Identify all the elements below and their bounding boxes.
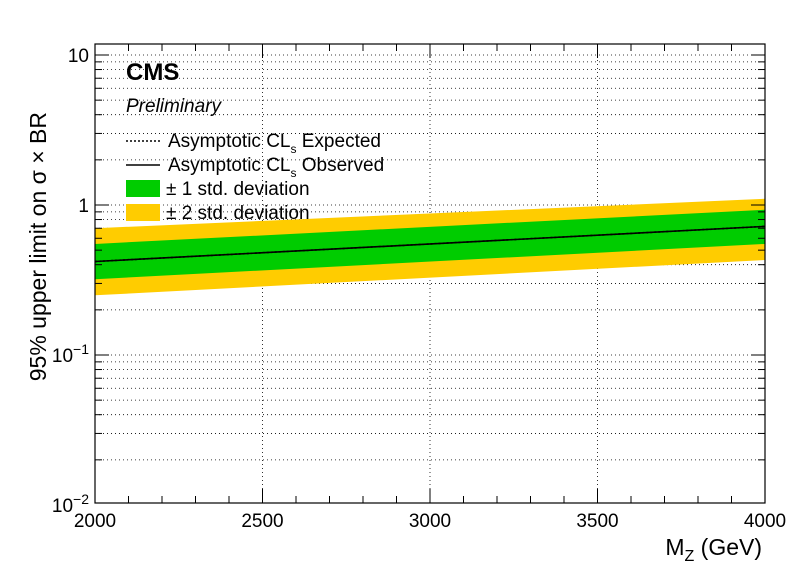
legend-two-sigma-swatch <box>126 204 160 221</box>
grid-lines <box>95 44 765 503</box>
legend-expected-label: Asymptotic CLs Expected <box>168 131 381 156</box>
y-tick-label: 10−2 <box>52 491 89 517</box>
legend-one-sigma-swatch <box>126 180 160 197</box>
plot-frame <box>94 43 766 504</box>
x-tick-label: 3500 <box>576 511 618 532</box>
observed-line <box>94 225 766 263</box>
x-tick-label: 2000 <box>74 511 116 532</box>
x-tick-label: 2500 <box>241 511 283 532</box>
x-tick-label: 3000 <box>409 511 451 532</box>
y-tick-label: 1 <box>78 196 89 217</box>
tick-labels: 2000 2500 3000 3500 4000 10−2 10−1 1 10 <box>52 46 786 532</box>
limit-lines <box>94 225 766 263</box>
y-tick-label: 10 <box>68 46 89 67</box>
y-tick-label: 10−1 <box>52 341 89 367</box>
legend-two-sigma-label: ± 2 std. deviation <box>166 203 310 224</box>
legend-observed-label: Asymptotic CLs Observed <box>168 155 384 180</box>
status-label: Preliminary <box>126 96 223 117</box>
x-axis-title: MZ (GeV) <box>665 534 762 565</box>
legend-one-sigma-label: ± 1 std. deviation <box>166 179 310 200</box>
y-axis-title: 95% upper limit on σ × BR <box>25 112 51 381</box>
x-tick-label: 4000 <box>744 511 786 532</box>
experiment-label: CMS <box>126 59 179 86</box>
